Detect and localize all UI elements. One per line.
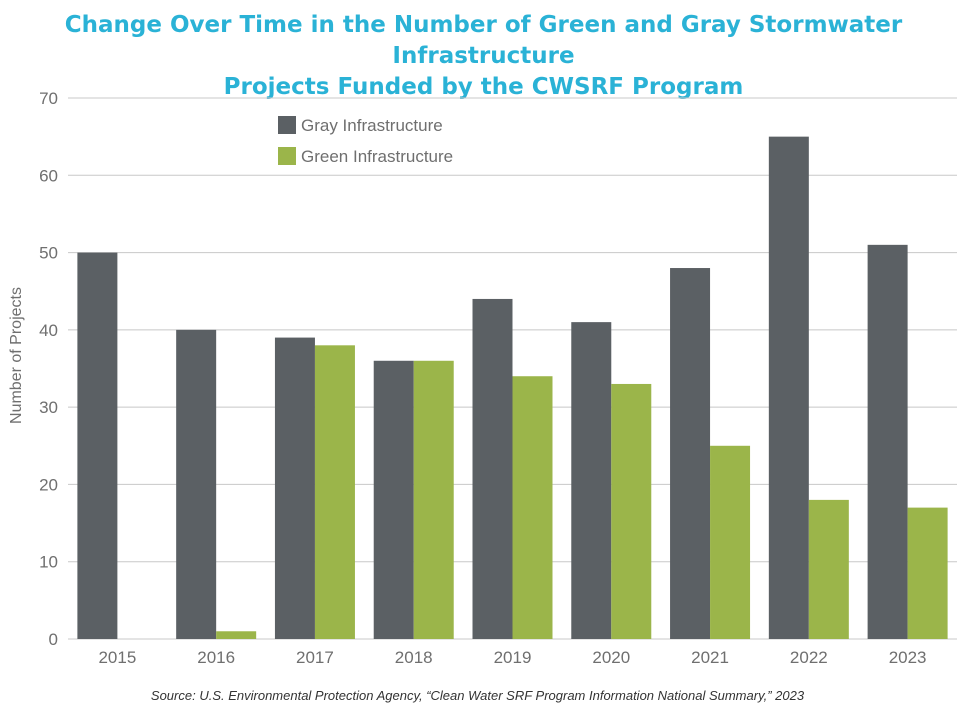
bar-gray-2015: [77, 252, 118, 640]
y-tick-label: 70: [39, 89, 58, 108]
y-tick-label: 10: [39, 553, 58, 572]
x-tick-label: 2022: [790, 648, 828, 667]
legend-swatch-gray: [278, 116, 296, 134]
x-tick-label: 2018: [395, 648, 433, 667]
bar-gray-2019: [472, 298, 513, 639]
y-tick-label: 50: [39, 244, 58, 263]
y-tick-label: 40: [39, 321, 58, 340]
bar-green-2017: [314, 345, 355, 639]
bar-gray-2023: [867, 244, 908, 640]
y-tick-label: 20: [39, 475, 58, 494]
bars: [77, 136, 948, 640]
source-note: Source: U.S. Environmental Protection Ag…: [150, 688, 805, 703]
bar-green-2019: [512, 376, 553, 639]
x-tick-label: 2015: [98, 648, 136, 667]
y-axis-title: Number of Projects: [8, 287, 25, 424]
bar-gray-2017: [274, 337, 315, 639]
bar-green-2022: [808, 499, 849, 639]
x-tick-label: 2019: [494, 648, 532, 667]
x-tick-label: 2021: [691, 648, 729, 667]
bar-gray-2021: [670, 268, 711, 639]
bar-gray-2022: [768, 136, 809, 639]
chart-title-line-1: Change Over Time in the Number of Green …: [64, 12, 903, 69]
bar-green-2021: [710, 445, 751, 639]
x-tick-label: 2020: [592, 648, 630, 667]
y-tick-label: 0: [49, 630, 58, 649]
legend-swatch-green: [278, 147, 296, 165]
legend: Gray Infrastructure Green Infrastructure: [278, 116, 453, 166]
bar-gray-2020: [571, 322, 612, 639]
bar-green-2016: [216, 631, 257, 639]
x-tick-label: 2017: [296, 648, 334, 667]
bar-gray-2016: [176, 329, 217, 639]
bar-green-2020: [611, 383, 652, 639]
bar-green-2023: [907, 507, 948, 639]
y-tick-label: 60: [39, 166, 58, 185]
chart-title-line-2: Projects Funded by the CWSRF Program: [223, 74, 744, 100]
bar-gray-2018: [373, 360, 414, 639]
x-tick-label: 2023: [889, 648, 927, 667]
y-tick-label: 30: [39, 398, 58, 417]
x-tick-label: 2016: [197, 648, 235, 667]
bar-green-2018: [413, 360, 454, 639]
axes: 0 10 20 30 40 50 60 70 Number of Projects 2015 201…: [8, 89, 927, 667]
legend-label-green: Green Infrastructure: [301, 147, 453, 166]
chart-title: Change Over Time in the Number of Green …: [0, 10, 967, 103]
legend-label-gray: Gray Infrastructure: [301, 116, 443, 135]
